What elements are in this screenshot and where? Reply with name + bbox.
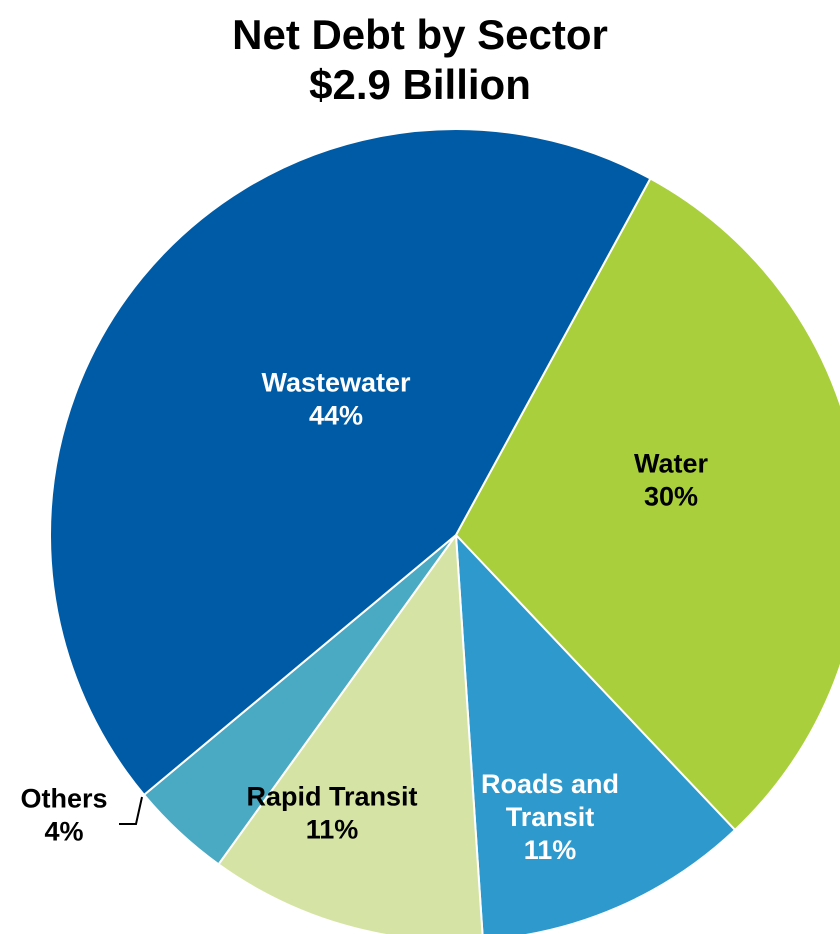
pie-slices bbox=[49, 128, 840, 934]
pie-slice-water bbox=[454, 177, 840, 832]
pie-slice-wastewater bbox=[49, 128, 652, 797]
pie-slice-rapid-transit bbox=[217, 532, 484, 934]
slice-label-rapid-transit: Rapid Transit 11% bbox=[246, 782, 417, 845]
slice-label-water: Water 30% bbox=[634, 449, 709, 512]
slice-label-wastewater: Wastewater 44% bbox=[261, 368, 411, 431]
chart-subtitle: $2.9 Billion bbox=[309, 61, 531, 108]
pie-slice-roads-and-transit bbox=[454, 532, 737, 934]
slice-label-roads-and-transit: Roads and Transit 11% bbox=[481, 769, 619, 865]
others-leader-line bbox=[119, 796, 143, 825]
slice-label-others: Others 4% bbox=[20, 784, 107, 847]
chart-title: Net Debt by Sector bbox=[232, 11, 608, 58]
